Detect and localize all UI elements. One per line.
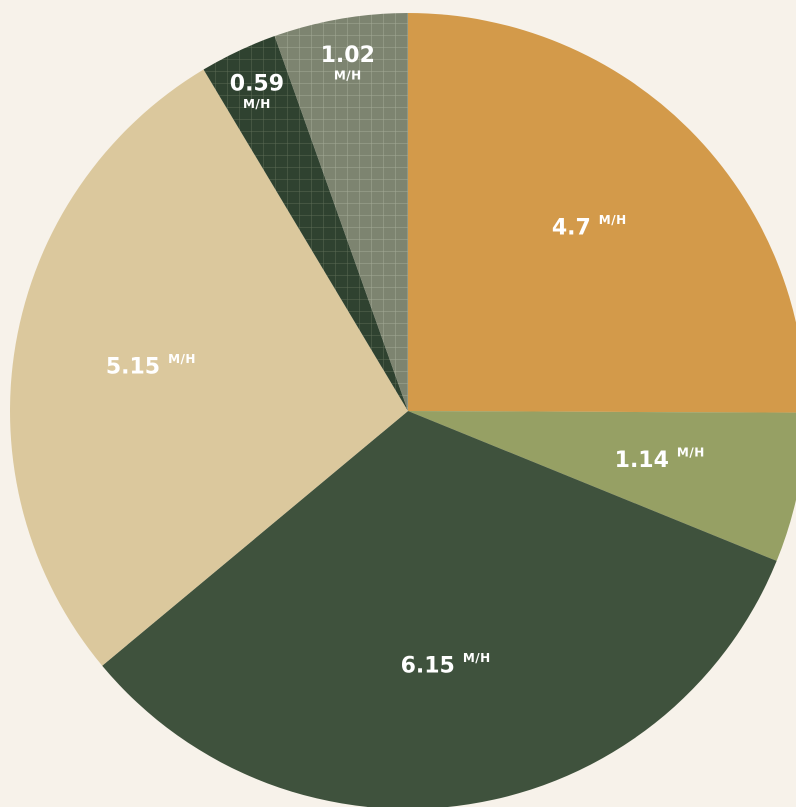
pie-slice bbox=[9, 69, 408, 666]
value-label: 5.15 bbox=[106, 355, 160, 380]
unit-label: M/H bbox=[599, 213, 627, 227]
pie-slice bbox=[274, 13, 408, 411]
unit-label: M/H bbox=[243, 97, 271, 111]
value-label: 0.59 bbox=[230, 72, 284, 97]
pie-slice bbox=[408, 411, 796, 561]
value-label: 6.15 bbox=[401, 654, 455, 679]
value-label: 1.02 bbox=[321, 43, 375, 68]
pie-slice bbox=[408, 13, 796, 413]
pie-slice bbox=[203, 36, 408, 411]
value-label: 4.7 bbox=[552, 215, 591, 240]
pie-slice bbox=[102, 411, 777, 807]
value-label: 1.14 bbox=[615, 448, 669, 473]
unit-label: M/H bbox=[463, 651, 491, 665]
unit-label: M/H bbox=[677, 446, 705, 460]
unit-label: M/H bbox=[334, 68, 362, 82]
unit-label: M/H bbox=[168, 352, 196, 366]
